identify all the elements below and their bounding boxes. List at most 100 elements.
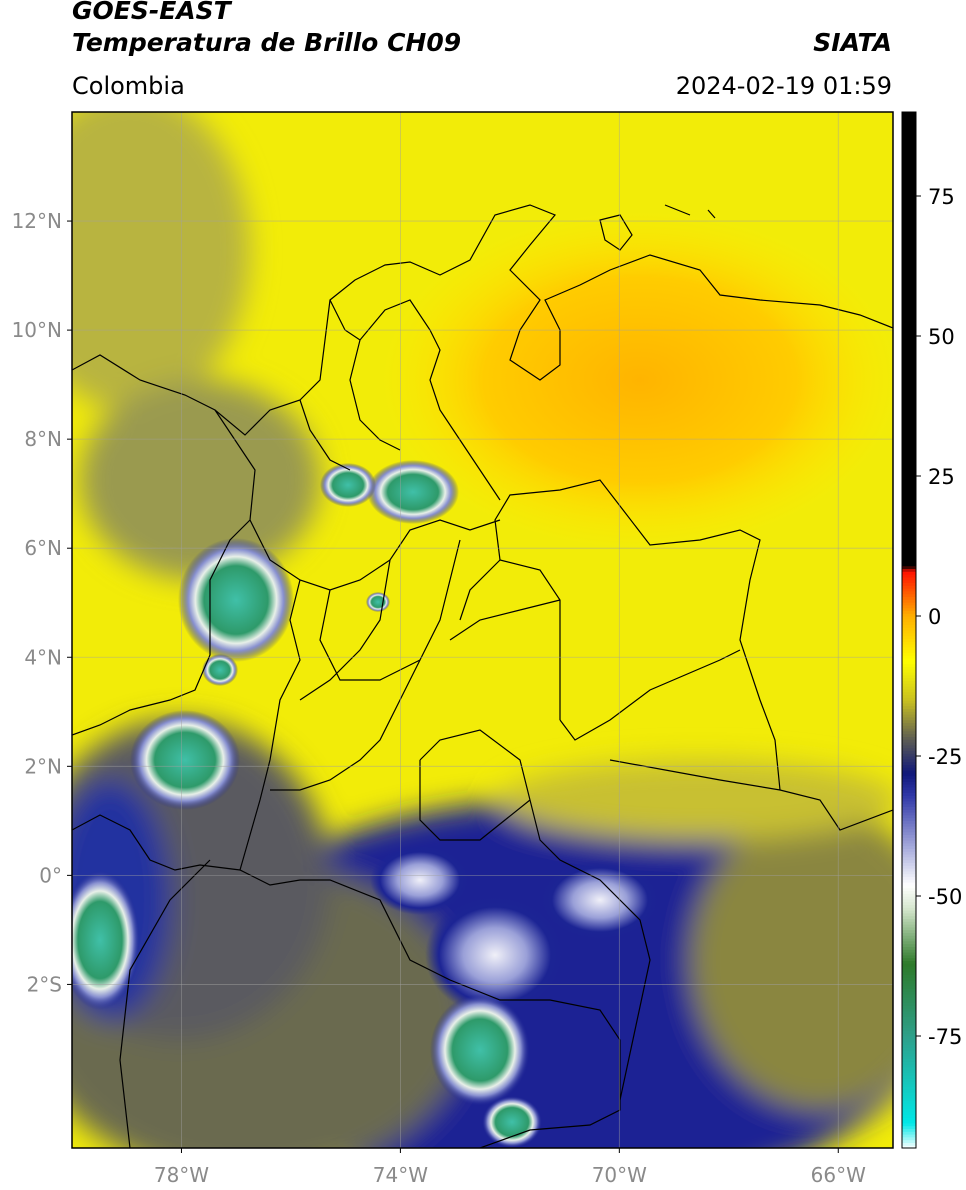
colorbar-tick-label: 0 [928,605,941,629]
colorbar-band [902,711,916,715]
colorbar-band [902,691,916,695]
datetime-label: 2024-02-19 01:59 [675,72,892,100]
colorbar-band [902,226,916,231]
colorbar-band [902,131,916,135]
colorbar-band [902,613,916,617]
colorbar-band [902,963,916,967]
lat-tick-label: 4°N [24,645,62,669]
colorbar-band [902,921,916,925]
colorbar-band [902,506,916,511]
lon-tick-label: 70°W [592,1163,647,1187]
colorbar-band [902,1005,916,1009]
colorbar-band [902,627,916,631]
colorbar-band [902,602,916,606]
colorbar-band [902,641,916,645]
colorbar-frame [901,111,917,1149]
colorbar-band [902,543,916,547]
colorbar-band [902,1086,916,1090]
colorbar-band [902,884,916,889]
colorbar-band [902,1036,916,1040]
map-frame [71,111,894,1149]
colorbar-band [902,207,916,211]
colorbar-band [902,537,916,541]
colorbar-band [902,1094,916,1099]
lat-tick-label: 2°N [24,754,62,778]
colorbar-band [902,1131,916,1135]
colorbar-band [902,546,916,550]
colorbar-band [902,635,916,639]
colorbar-band [902,708,916,712]
colorbar-band [902,305,916,309]
colorbar-band [902,392,916,396]
colorbar-band [902,792,916,796]
colorbar-band [902,764,916,768]
colorbar-band [902,151,916,155]
colorbar-band [902,770,916,774]
colorbar-band [902,229,916,233]
lat-tick-label: 0° [39,863,62,887]
colorbar-band [902,828,916,833]
colorbar-band [902,887,916,891]
colorbar-band [902,607,916,611]
colorbar-band [902,912,916,917]
colorbar-band [902,187,916,191]
colorbar-band [902,515,916,519]
colorbar-band [902,599,916,603]
colorbar-band [902,932,916,936]
lon-tick-label: 78°W [154,1163,209,1187]
colorbar-band [902,159,916,163]
colorbar-band [902,249,916,253]
colorbar-band [902,386,916,390]
colorbar-band [902,324,916,329]
colorbar-band [902,201,916,205]
colorbar-band [902,1092,916,1096]
colorbar-band [902,652,916,656]
colorbar-band [902,1066,916,1071]
colorbar-band [902,588,916,592]
colorbar-band [902,162,916,166]
colorbar-band [902,1080,916,1085]
colorbar-band [902,924,916,928]
colorbar-band [902,1047,916,1051]
colorbar-band [902,285,916,289]
colorbar-band [902,879,916,883]
colorbar-band [902,338,916,343]
colorbar-band [902,739,916,743]
colorbar-band [902,1103,916,1107]
colorbar-band [902,1027,916,1031]
colorbar-band [902,1033,916,1037]
colorbar-band [902,1008,916,1012]
satellite-title: GOES-EAST [72,0,231,25]
agency-label: SIATA [813,28,892,57]
colorbar-band [902,350,916,354]
colorbar-band [902,571,916,575]
colorbar-tick-label: -75 [928,1025,962,1049]
colorbar-band [902,935,916,939]
colorbar-band [902,865,916,869]
colorbar-band [902,218,916,222]
colorbar-band [902,196,916,200]
colorbar-band [902,1136,916,1141]
colorbar-band [902,288,916,292]
colorbar-band [902,114,916,119]
colorbar-band [902,574,916,578]
colorbar-band [902,128,916,133]
colorbar-band [902,666,916,670]
colorbar-band [902,117,916,121]
colorbar-band [902,719,916,723]
colorbar-band [902,630,916,634]
colorbar-band [902,557,916,561]
colorbar-band [902,873,916,877]
colorbar-band [902,1041,916,1045]
colorbar-band [902,280,916,284]
colorbar-band [902,996,916,1001]
colorbar-band [902,310,916,315]
colorbar-band [902,212,916,217]
colorbar-band [902,428,916,432]
colorbar-band [902,529,916,533]
colorbar-band [902,683,916,687]
colorbar-band [902,417,916,421]
colorbar-band [902,442,916,446]
colorbar-band [902,638,916,642]
